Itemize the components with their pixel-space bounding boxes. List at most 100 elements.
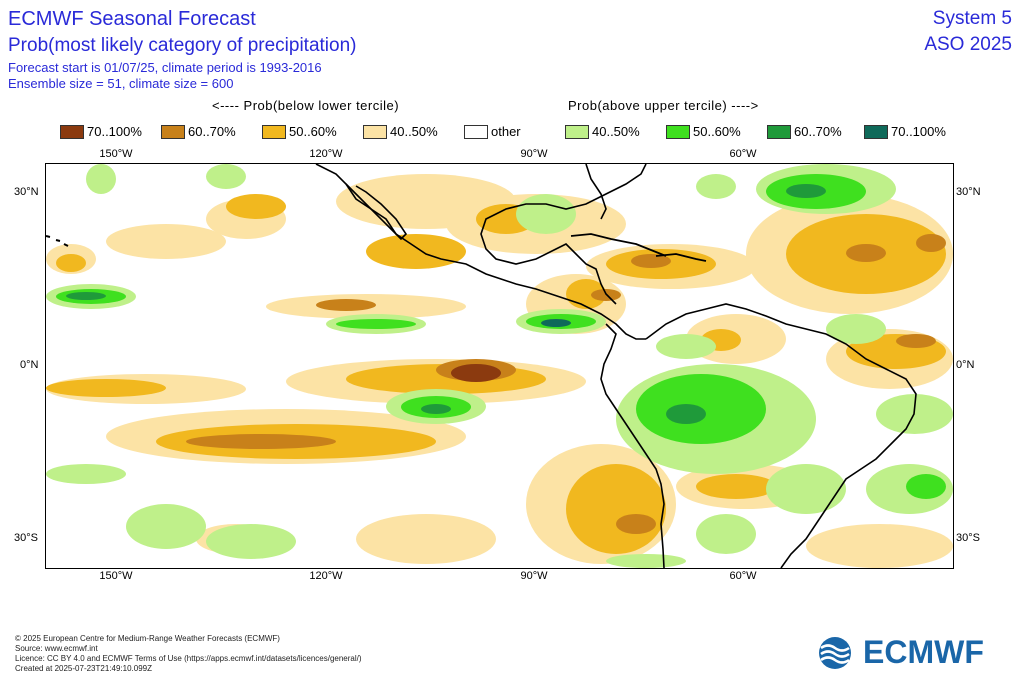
probability-shading	[46, 164, 953, 568]
probability-patch	[896, 334, 936, 348]
legend-label: 60..70%	[794, 124, 842, 139]
legend-swatch	[767, 124, 791, 139]
probability-patch	[696, 174, 736, 199]
legend-item: 60..70%	[767, 124, 842, 139]
probability-patch	[916, 234, 946, 252]
probability-patch	[336, 319, 416, 329]
probability-patch	[826, 314, 886, 344]
season-label: ASO 2025	[924, 34, 1012, 55]
coastline-hispaniola	[655, 253, 707, 262]
probability-patch	[766, 464, 846, 514]
map-subtitle: Prob(most likely category of precipitati…	[8, 35, 357, 56]
coastline-cuba	[570, 233, 667, 257]
probability-patch	[606, 554, 686, 568]
lat-label-right: 30°N	[956, 186, 981, 198]
lon-label-bottom: 60°W	[729, 570, 757, 582]
lon-label-bottom: 150°W	[99, 570, 133, 582]
legend: 70..100% 60..70% 50..60% 40..50% other 4…	[0, 124, 1024, 142]
probability-patch	[541, 319, 571, 327]
legend-item: 60..70%	[161, 124, 236, 139]
lon-label-top: 60°W	[729, 148, 757, 160]
probability-patch	[86, 164, 116, 194]
legend-swatch	[666, 124, 690, 139]
probability-patch	[46, 464, 126, 484]
probability-patch	[186, 434, 336, 449]
legend-item: 70..100%	[60, 124, 142, 139]
ecmwf-logo-text: ECMWF	[863, 634, 984, 670]
lat-label-left: 30°S	[14, 532, 38, 544]
ensemble-size-text: Ensemble size = 51, climate size = 600	[8, 76, 234, 91]
probability-patch	[516, 194, 576, 234]
legend-swatch	[363, 124, 387, 139]
probability-patch	[666, 404, 706, 424]
probability-patch	[696, 514, 756, 554]
probability-patch	[316, 299, 376, 311]
probability-patch	[906, 474, 946, 499]
legend-item: other	[464, 124, 521, 139]
probability-patch	[631, 254, 671, 268]
precipitation-probability-map	[45, 163, 954, 569]
coastline-hawaii	[46, 235, 69, 247]
lon-label-top: 120°W	[309, 148, 343, 160]
legend-swatch	[464, 124, 488, 139]
probability-patch	[206, 164, 246, 189]
legend-swatch	[60, 124, 84, 139]
system-label: System 5	[932, 8, 1012, 29]
legend-item: 40..50%	[565, 124, 640, 139]
probability-patch	[366, 234, 466, 269]
legend-item: 40..50%	[363, 124, 438, 139]
probability-patch	[566, 464, 666, 554]
map-title: ECMWF Seasonal Forecast	[8, 8, 256, 30]
lat-label-left: 0°N	[20, 359, 39, 371]
below-tercile-label: <---- Prob(below lower tercile)	[212, 98, 400, 113]
probability-patch	[786, 184, 826, 198]
probability-patch	[206, 524, 296, 559]
above-tercile-label: Prob(above upper tercile) ---->	[568, 98, 759, 113]
legend-label: 60..70%	[188, 124, 236, 139]
lat-label-right: 30°S	[956, 532, 980, 544]
coastline-south-america	[600, 303, 917, 568]
lon-label-top: 150°W	[99, 148, 133, 160]
probability-patch	[226, 194, 286, 219]
copyright-text: © 2025 European Centre for Medium-Range …	[15, 634, 280, 643]
probability-patch	[356, 514, 496, 564]
legend-label: 40..50%	[390, 124, 438, 139]
lat-label-right: 0°N	[956, 359, 975, 371]
legend-item: 50..60%	[262, 124, 337, 139]
legend-swatch	[262, 124, 286, 139]
probability-patch	[846, 244, 886, 262]
probability-patch	[806, 524, 953, 568]
probability-patch	[106, 224, 226, 259]
probability-patch	[451, 364, 501, 382]
lon-label-top: 90°W	[520, 148, 548, 160]
lon-label-bottom: 90°W	[520, 570, 548, 582]
legend-label: 50..60%	[289, 124, 337, 139]
probability-patch	[56, 254, 86, 272]
licence-text: Licence: CC BY 4.0 and ECMWF Terms of Us…	[15, 654, 362, 663]
legend-label: 70..100%	[87, 124, 142, 139]
legend-label: other	[491, 124, 521, 139]
forecast-start-text: Forecast start is 01/07/25, climate peri…	[8, 60, 322, 75]
lon-label-bottom: 120°W	[309, 570, 343, 582]
probability-patch	[421, 404, 451, 414]
legend-swatch	[161, 124, 185, 139]
footer: © 2025 European Centre for Medium-Range …	[15, 634, 362, 674]
legend-label: 50..60%	[693, 124, 741, 139]
legend-swatch	[565, 124, 589, 139]
probability-patch	[656, 334, 716, 359]
probability-patch	[66, 292, 106, 300]
probability-patch	[696, 474, 776, 499]
probability-patch	[46, 379, 166, 397]
source-text: Source: www.ecmwf.int	[15, 644, 98, 653]
coastline-baja	[345, 183, 408, 241]
legend-item: 50..60%	[666, 124, 741, 139]
legend-label: 40..50%	[592, 124, 640, 139]
coastline-gulf	[480, 164, 647, 305]
lat-label-left: 30°N	[14, 186, 39, 198]
probability-patch	[616, 514, 656, 534]
probability-patch	[126, 504, 206, 549]
legend-item: 70..100%	[864, 124, 946, 139]
ecmwf-logo-icon	[819, 637, 851, 669]
legend-swatch	[864, 124, 888, 139]
legend-label: 70..100%	[891, 124, 946, 139]
